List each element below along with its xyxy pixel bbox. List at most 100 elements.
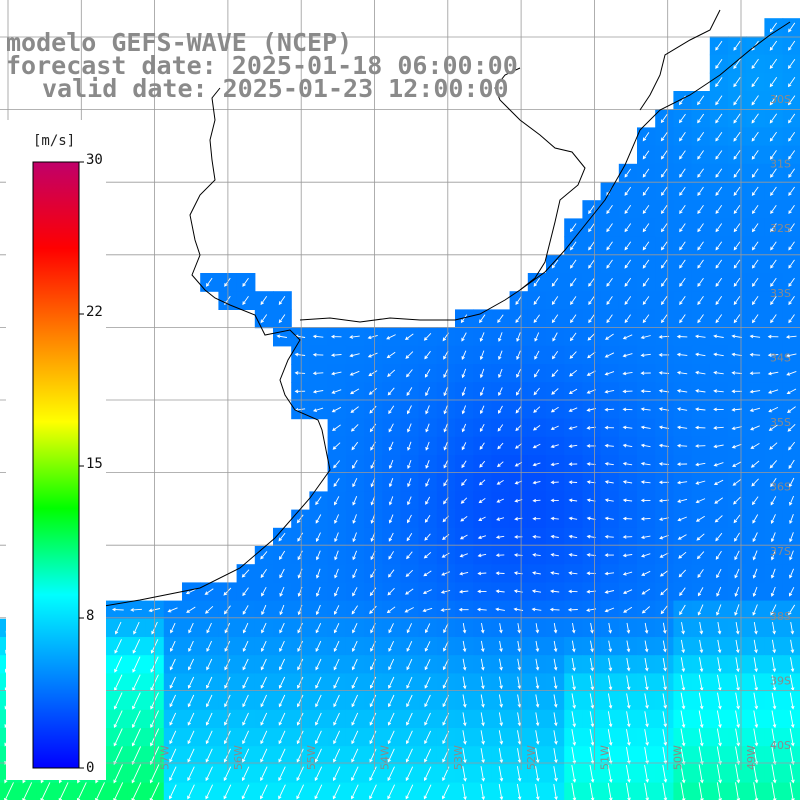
wind-arrow	[387, 587, 395, 596]
wind-arrow	[495, 553, 505, 558]
wind-arrow	[624, 168, 632, 178]
wind-arrow	[278, 766, 286, 782]
wind-arrows	[4, 22, 797, 800]
wind-arrow	[550, 444, 559, 449]
wind-arrow	[697, 277, 704, 287]
wind-arrow	[551, 296, 559, 305]
wind-arrow	[315, 532, 321, 543]
wind-arrow	[770, 296, 777, 306]
wind-arrow	[407, 423, 412, 433]
wind-arrow	[695, 352, 706, 357]
wind-arrow	[640, 407, 651, 412]
wind-arrow	[440, 608, 451, 612]
wind-arrow	[422, 607, 433, 613]
wind-arrow	[696, 533, 705, 541]
wind-arrow	[733, 168, 741, 178]
wind-arrow	[350, 784, 359, 800]
wind-arrow	[787, 77, 796, 88]
wind-arrow	[533, 277, 540, 287]
wind-arrow	[624, 186, 632, 196]
wind-arrow	[735, 764, 741, 784]
wind-arrow	[495, 535, 505, 539]
wind-arrow	[662, 675, 667, 691]
wind-arrow	[549, 607, 560, 612]
wind-arrow	[679, 132, 686, 142]
wind-arrow	[625, 782, 631, 800]
wind-arrow	[407, 459, 412, 469]
wind-arrow	[388, 569, 395, 578]
wind-arrow	[713, 444, 724, 449]
wind-arrow	[697, 569, 704, 578]
wind-arrow	[751, 496, 759, 506]
wind-arrow	[330, 334, 342, 339]
wind-arrow	[622, 389, 633, 394]
valid-date: valid date: 2025-01-23 12:00:00	[42, 74, 509, 103]
wind-arrow	[242, 622, 249, 634]
wind-arrow	[242, 730, 250, 745]
wind-arrow	[132, 639, 141, 654]
wind-arrow	[331, 371, 342, 376]
wind-arrow	[660, 314, 668, 324]
wind-arrow	[734, 550, 740, 561]
wind-arrow	[516, 387, 522, 396]
wind-arrow	[606, 314, 613, 324]
wind-arrow	[716, 604, 722, 616]
wind-arrow	[697, 314, 704, 324]
wind-arrow	[443, 350, 449, 360]
wind-arrow	[641, 588, 651, 595]
wind-arrow	[517, 623, 521, 634]
wind-arrow	[407, 478, 412, 488]
wind-arrow	[187, 658, 195, 671]
wind-arrow	[769, 150, 777, 160]
wind-arrow	[296, 694, 304, 708]
wind-arrow	[662, 657, 667, 672]
wind-arrow	[787, 423, 796, 432]
wind-arrow	[513, 607, 524, 612]
wind-arrow	[241, 569, 250, 578]
wind-arrow	[552, 332, 558, 342]
wind-arrow	[205, 730, 213, 745]
wind-arrow	[205, 605, 214, 614]
wind-arrow	[624, 296, 632, 305]
wind-arrow	[660, 132, 668, 142]
wind-arrow	[443, 623, 449, 634]
wind-arrow	[315, 694, 322, 708]
wind-arrow	[461, 387, 467, 397]
wind-arrow	[515, 296, 522, 305]
wind-arrow	[550, 406, 559, 413]
colorbar-label-0: 0	[86, 760, 95, 776]
wind-arrow	[788, 113, 796, 124]
wind-arrow	[642, 314, 650, 324]
wind-arrow	[496, 461, 504, 468]
wind-arrow	[677, 407, 688, 411]
wind-arrow	[768, 424, 778, 431]
wind-arrow	[334, 496, 340, 506]
wind-arrow	[607, 747, 613, 765]
wind-arrow	[588, 241, 595, 251]
wind-arrow	[695, 515, 705, 522]
wind-arrow	[167, 607, 178, 613]
wind-arrow	[625, 765, 631, 783]
wind-arrow	[770, 241, 777, 251]
wind-arrow	[532, 553, 541, 557]
wind-arrow	[405, 748, 413, 763]
wind-arrow	[640, 425, 651, 430]
wind-arrow	[714, 515, 723, 523]
wind-arrow	[698, 710, 704, 729]
wind-arrow	[608, 657, 613, 672]
wind-arrow	[697, 95, 705, 106]
wind-arrow	[550, 553, 559, 557]
wind-arrow	[788, 168, 795, 178]
wind-arrow	[315, 640, 322, 652]
wind-arrow	[351, 766, 359, 782]
wind-arrow	[480, 694, 485, 708]
wind-arrow	[133, 621, 140, 635]
wind-arrow	[658, 517, 669, 521]
wind-arrow	[640, 517, 651, 521]
wind-arrow	[535, 766, 540, 782]
wind-arrow	[644, 782, 650, 800]
wind-arrow	[351, 694, 359, 708]
wind-arrow	[568, 553, 578, 557]
wind-arrow	[587, 351, 596, 359]
wind-arrow	[604, 590, 615, 594]
